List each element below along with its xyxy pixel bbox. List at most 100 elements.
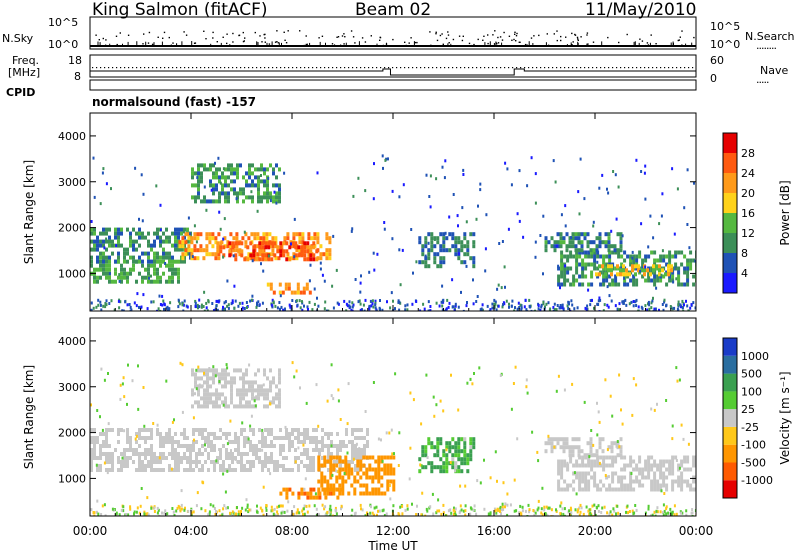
velocity-cell [571, 437, 575, 442]
power-cell [197, 167, 200, 172]
power-cell [571, 236, 575, 241]
nsearch-point [143, 33, 145, 35]
power-cell [214, 256, 218, 261]
power-cell [279, 241, 283, 246]
power-cell [174, 239, 177, 244]
velocity-cell [129, 456, 132, 460]
power-colorbar-frame [722, 132, 738, 294]
freq-point [580, 67, 582, 69]
x-tick-label: 16:00 [477, 524, 512, 538]
power-cell [126, 247, 129, 252]
power-cell [171, 231, 174, 236]
power-cell [233, 187, 236, 192]
power-cell [236, 163, 239, 168]
power-cell [181, 240, 185, 245]
velocity-cell [108, 456, 111, 460]
power-noise-cell [95, 305, 98, 309]
velocity-cell [105, 444, 108, 448]
power-noise-cell [303, 304, 305, 308]
velocity-noise-cell [276, 510, 279, 514]
power-noise-cell [578, 241, 581, 245]
velocity-noise-cell [107, 422, 110, 426]
velocity-cell [338, 471, 342, 476]
velocity-cell [578, 463, 582, 468]
power-cell [147, 239, 150, 244]
power-cell [275, 195, 278, 200]
velocity-cell [237, 440, 240, 444]
power-cell [581, 262, 585, 267]
power-cell [206, 199, 209, 204]
velocity-cell [297, 436, 300, 440]
power-noise-cell [115, 244, 118, 248]
power-cell [200, 163, 203, 168]
y-axis-label: Slant Range [km] [22, 160, 36, 264]
power-cell [135, 279, 138, 284]
power-noise-cell [155, 184, 158, 188]
power-noise-cell [369, 299, 372, 303]
power-cell [240, 253, 244, 258]
velocity-noise-cell [442, 511, 445, 515]
power-noise-cell [429, 174, 432, 178]
velocity-noise-cell [385, 512, 388, 516]
nsearch-point [435, 33, 437, 35]
velocity-cell [619, 453, 623, 458]
velocity-noise-cell [445, 448, 448, 452]
power-cell [460, 244, 464, 249]
velocity-cell [339, 440, 342, 444]
velocity-noise-cell [142, 386, 145, 389]
velocity-cell [251, 396, 254, 401]
velocity-cell [559, 437, 563, 442]
nsearch-point [274, 41, 277, 43]
velocity-noise-cell [516, 437, 519, 441]
power-cell [279, 249, 283, 254]
freq-point [132, 67, 134, 69]
power-cell [120, 231, 123, 236]
velocity-cell [593, 475, 597, 480]
velocity-cell [320, 479, 324, 484]
power-cell [240, 249, 244, 254]
power-cell [610, 272, 613, 277]
velocity-cell [168, 452, 171, 456]
power-noise-cell [293, 255, 296, 259]
power-cell [602, 254, 606, 259]
velocity-cell [662, 459, 666, 464]
power-noise-cell [368, 270, 371, 274]
velocity-cell [291, 440, 294, 444]
velocity-cell [215, 392, 218, 397]
power-cell [219, 241, 223, 246]
power-noise-cell [105, 182, 108, 186]
velocity-cell [457, 437, 461, 442]
power-cell [602, 278, 606, 283]
velocity-noise-cell [272, 512, 275, 516]
velocity-cell [584, 471, 588, 476]
power-cell [644, 254, 648, 259]
power-noise-cell [243, 230, 246, 234]
velocity-cell [266, 388, 269, 393]
power-cell [227, 175, 230, 180]
power-cell [617, 254, 621, 259]
velocity-cell [233, 404, 236, 409]
velocity-cell [680, 487, 684, 492]
power-noise-cell [391, 237, 394, 241]
velocity-cell [323, 479, 327, 484]
power-cell [312, 257, 316, 262]
velocity-noise-cell [373, 506, 376, 510]
power-cell [229, 244, 233, 249]
power-cell [245, 179, 248, 184]
velocity-cell [386, 463, 390, 468]
power-cell [222, 245, 226, 250]
velocity-cell [584, 455, 588, 460]
power-cell [424, 264, 428, 269]
power-noise-cell [429, 205, 432, 209]
freq-point [500, 67, 502, 69]
velocity-cell [204, 448, 207, 452]
velocity-noise-cell [534, 511, 537, 515]
freq-point [448, 67, 450, 69]
velocity-cell [194, 380, 197, 385]
velocity-noise-cell [673, 504, 676, 508]
power-colorbar-swatch [723, 273, 737, 293]
velocity-cell [457, 465, 461, 470]
velocity-noise-cell [537, 499, 540, 503]
velocity-noise-cell [323, 507, 326, 511]
power-cell [268, 232, 272, 237]
